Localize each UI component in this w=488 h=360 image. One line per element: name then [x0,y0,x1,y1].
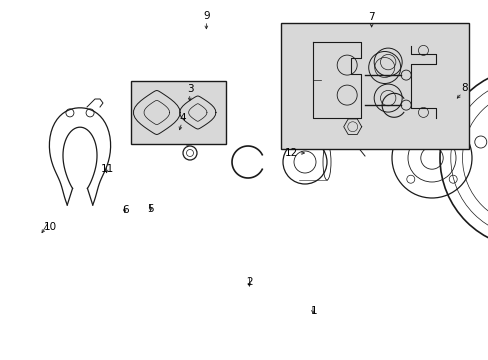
Text: 8: 8 [460,83,467,93]
Text: 6: 6 [122,204,128,215]
Bar [281,23,468,149]
Text: 3: 3 [187,84,194,94]
Text: 7: 7 [367,12,374,22]
Text: 12: 12 [284,148,297,158]
Bar [131,81,226,144]
Text: 5: 5 [147,204,154,214]
Text: 4: 4 [179,113,185,123]
Text: 9: 9 [203,11,209,21]
Text: 1: 1 [310,306,317,316]
Text: 2: 2 [245,276,252,287]
Text: 11: 11 [101,164,114,174]
Text: 10: 10 [43,222,56,232]
